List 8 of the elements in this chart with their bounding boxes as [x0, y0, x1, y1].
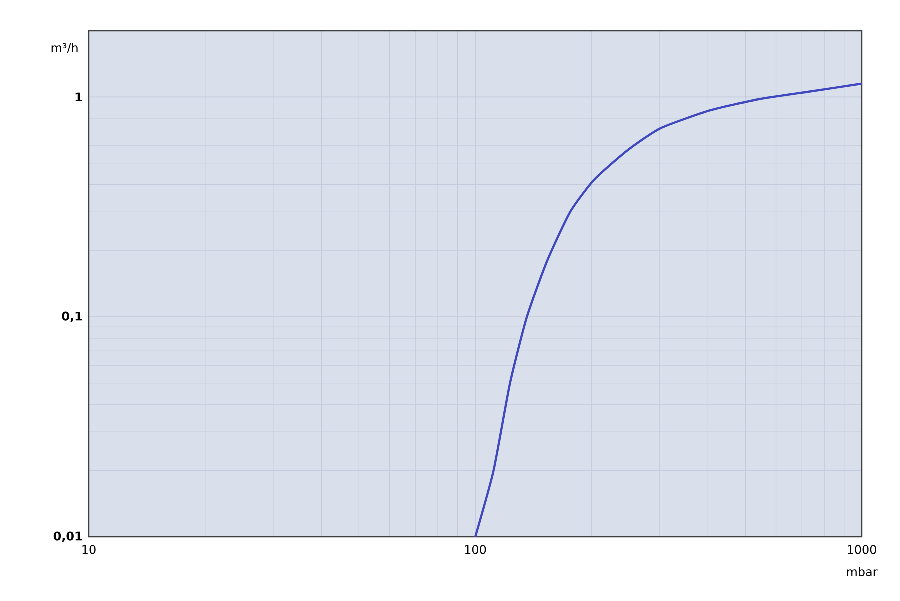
y-tick-label: 1	[76, 92, 82, 102]
x-tick-label: 1000	[848, 545, 876, 554]
y-axis-title: m³/h	[52, 43, 78, 54]
x-tick-label: 10	[82, 545, 96, 554]
x-axis-title: mbar	[847, 567, 878, 576]
y-tick-label: 0,1	[62, 312, 82, 322]
x-tick-label: 100	[465, 545, 486, 554]
y-tick-label: 0,01	[54, 532, 82, 542]
